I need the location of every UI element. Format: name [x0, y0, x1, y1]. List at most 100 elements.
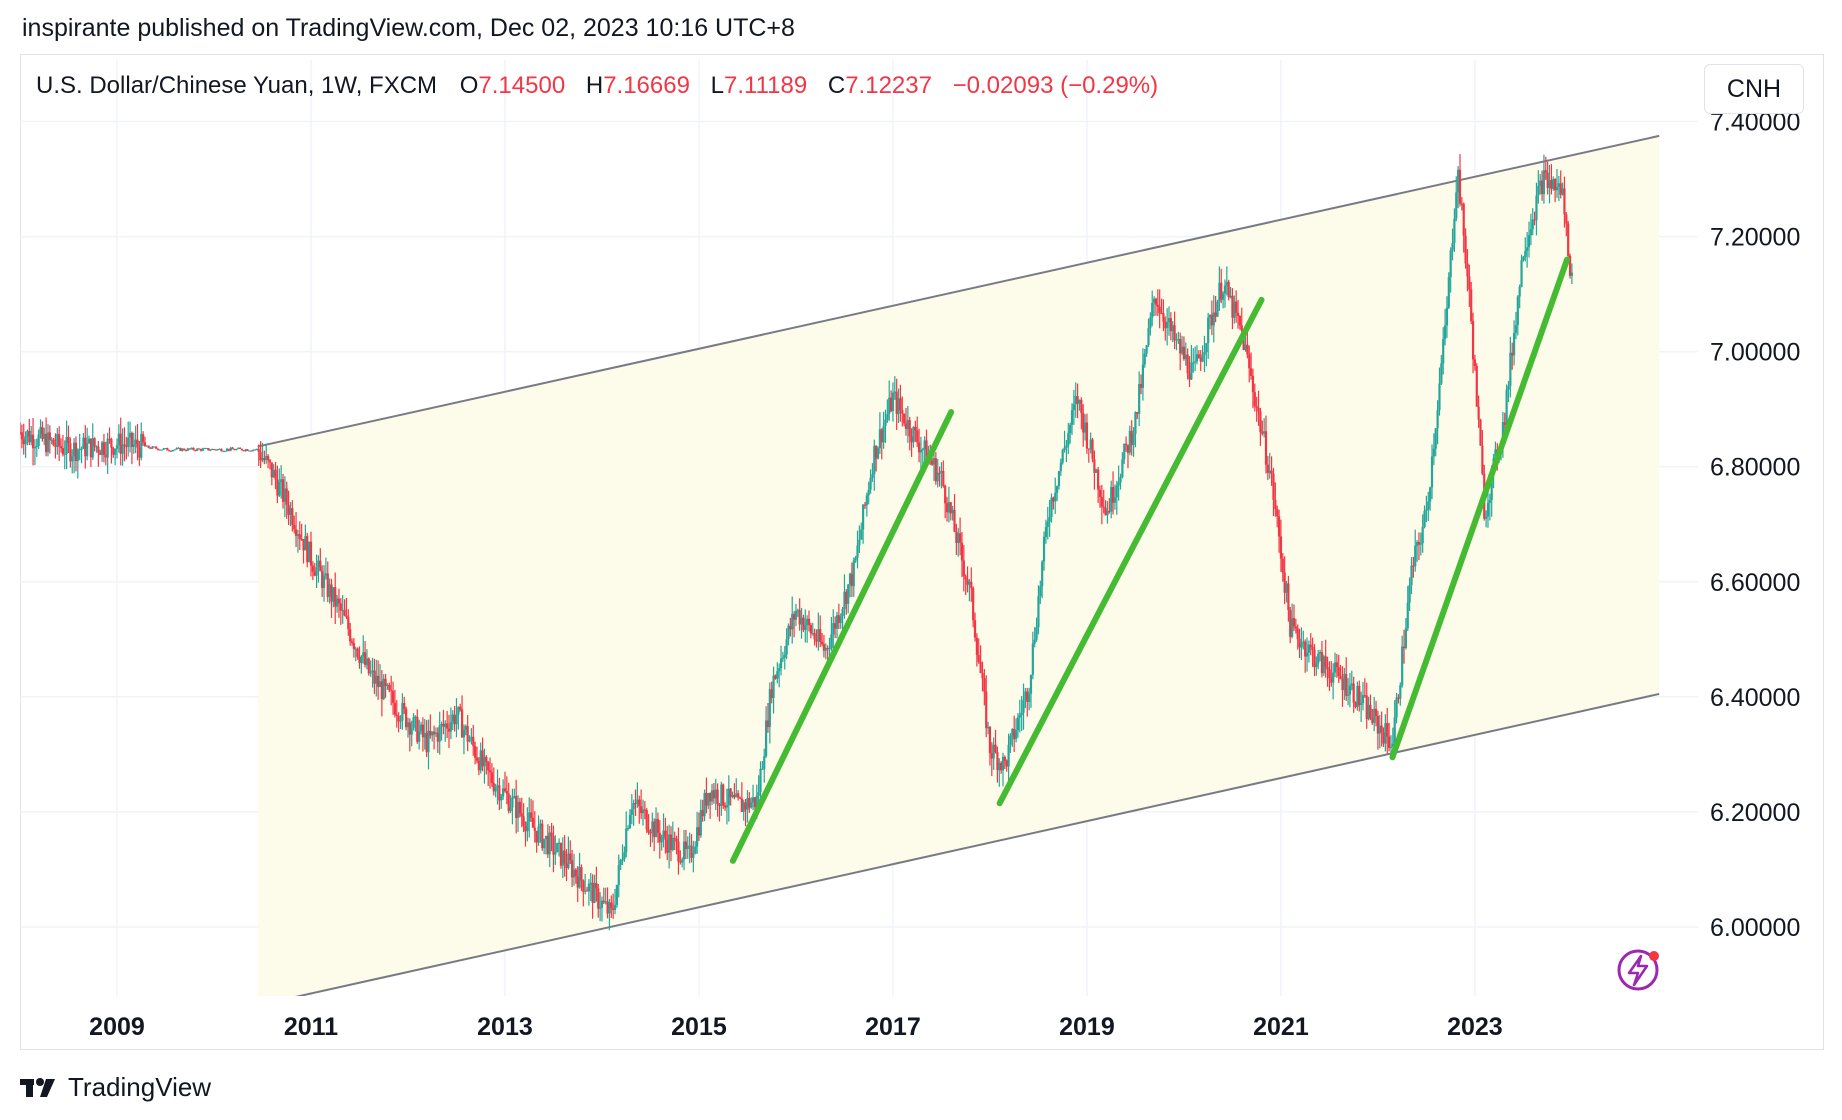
candle-body [916, 430, 919, 443]
candle-body [1067, 433, 1070, 446]
candle-body [1477, 406, 1480, 420]
candle-body [492, 782, 495, 792]
candle-body [397, 715, 400, 722]
candle-body [1427, 501, 1430, 510]
candle-body [326, 573, 329, 597]
candle-body [149, 447, 152, 449]
candle-body [1527, 235, 1531, 248]
channel-upper-line[interactable] [257, 134, 1660, 448]
candle-body [188, 448, 191, 450]
candle-body [966, 579, 969, 585]
trend-line-1[interactable] [729, 409, 955, 864]
candle-body [1440, 363, 1443, 384]
candle-body [1457, 169, 1460, 193]
candle-body [1160, 313, 1163, 315]
candle-body [173, 449, 176, 451]
candle-body [442, 723, 445, 727]
candle-body [419, 724, 423, 732]
candle-body [871, 474, 874, 478]
candle-body [1050, 497, 1053, 518]
candle-body [503, 788, 507, 792]
candle-body [725, 805, 729, 808]
candle-body [1378, 725, 1381, 734]
symbol-title[interactable]: U.S. Dollar/Chinese Yuan, 1W, FXCM [36, 72, 438, 99]
candle-body [826, 647, 829, 650]
candle-body [1542, 170, 1546, 195]
candle-body [496, 785, 499, 788]
candle-body [214, 449, 217, 451]
candle-body [1335, 662, 1338, 668]
candle-body [1518, 286, 1521, 297]
candle-body [759, 768, 762, 793]
candle-body [97, 446, 100, 453]
candle-body [600, 900, 604, 908]
candle-body [931, 460, 934, 465]
candle-body [869, 477, 872, 490]
candle-body [201, 448, 204, 451]
candle-body [1309, 644, 1312, 648]
candle-body [1171, 325, 1174, 332]
candle-body [1201, 354, 1204, 362]
candle-body [227, 448, 231, 451]
candle-body [147, 445, 150, 448]
candle-body [516, 801, 520, 818]
candle-body [591, 882, 594, 903]
candle-body [1110, 487, 1113, 512]
candle-body [1080, 399, 1083, 413]
candle-body [244, 449, 247, 451]
tradingview-footer[interactable]: TradingView [20, 1072, 211, 1103]
candle-body [119, 433, 122, 454]
candle-body [1451, 242, 1454, 251]
candle-body [1443, 325, 1447, 340]
candle-body [464, 726, 467, 730]
candle-body [350, 641, 354, 644]
candle-body [1132, 433, 1135, 445]
candle-body [1098, 489, 1102, 498]
candle-body [513, 796, 516, 798]
candle-body [1384, 723, 1387, 744]
candle-body [1356, 685, 1359, 707]
candle-body [1505, 389, 1508, 426]
candle-body [276, 479, 279, 496]
candle-body [843, 591, 846, 610]
candle-body [1460, 203, 1463, 205]
candle-body [209, 449, 212, 451]
candle-body [100, 442, 104, 455]
candle-body [908, 420, 911, 437]
candle-body [78, 449, 81, 451]
candle-body [802, 617, 805, 630]
candle-body [371, 670, 374, 673]
candle-body [940, 470, 943, 473]
candle-body [20, 432, 23, 440]
candle-body [903, 413, 906, 424]
candle-body [203, 448, 206, 450]
candle-body [311, 565, 314, 572]
candle-body [1246, 344, 1249, 355]
candle-body [369, 672, 372, 674]
candle-body [1156, 304, 1159, 307]
candle-body [729, 788, 732, 798]
candle-body [625, 828, 628, 853]
candle-body [76, 449, 79, 462]
candle-body [1315, 663, 1318, 668]
candle-body [1382, 732, 1385, 744]
candle-body [1166, 322, 1169, 329]
candle-body [942, 470, 945, 487]
candle-body [54, 445, 57, 448]
candle-body [809, 624, 812, 634]
trend-line-3[interactable] [1389, 256, 1571, 761]
channel-lower-line[interactable] [287, 692, 1660, 999]
candle-body [544, 835, 548, 839]
candle-body [451, 714, 454, 723]
lightning-icon[interactable] [1617, 949, 1659, 991]
candle-body [197, 448, 201, 450]
candle-body [1471, 321, 1475, 360]
candle-body [695, 827, 699, 847]
candle-body [1555, 186, 1559, 191]
trend-line-2[interactable] [996, 296, 1265, 807]
candle-body [634, 803, 637, 805]
currency-button[interactable]: CNH [1704, 64, 1804, 114]
candle-body [341, 609, 344, 611]
candle-body [145, 445, 148, 447]
